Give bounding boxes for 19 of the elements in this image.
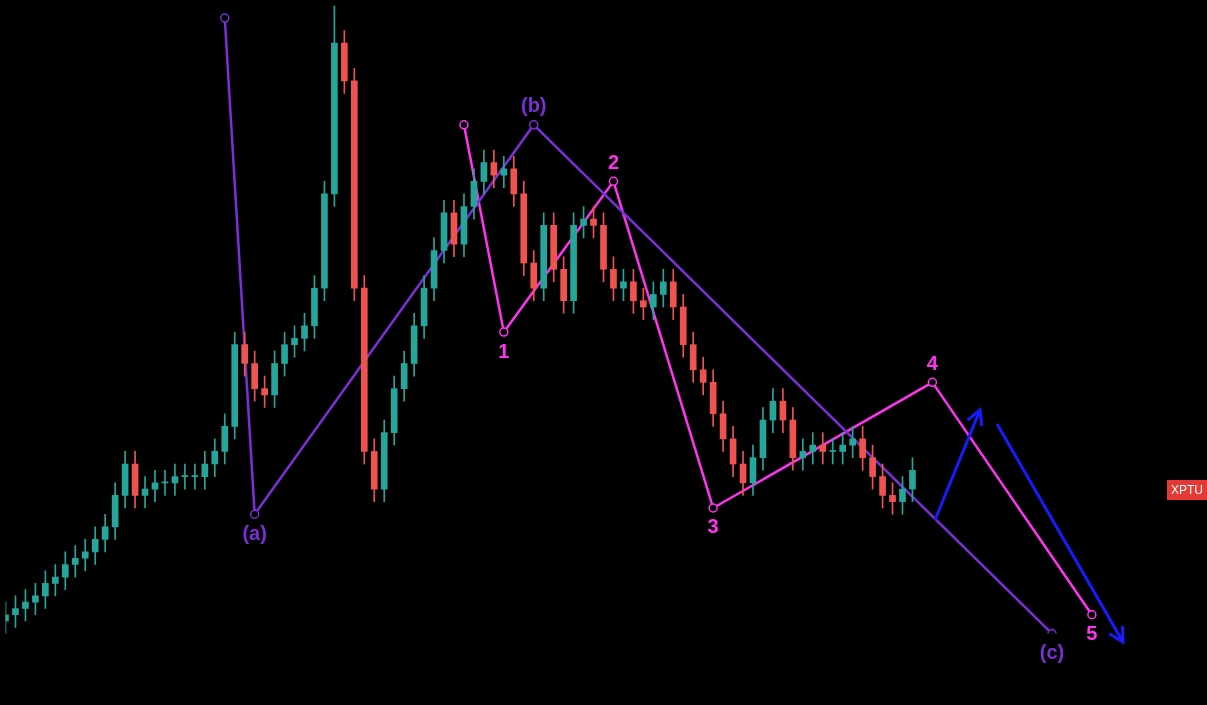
annotation: XPTU bbox=[1166, 480, 1207, 500]
point bbox=[1087, 610, 1097, 620]
point bbox=[927, 377, 938, 388]
candlestick bbox=[829, 438, 837, 465]
point bbox=[528, 120, 539, 130]
annotation: (a) bbox=[242, 521, 267, 544]
point bbox=[220, 13, 230, 23]
annotation: 5 bbox=[1086, 622, 1098, 645]
annotation: 2 bbox=[607, 150, 620, 173]
point bbox=[708, 503, 718, 513]
point bbox=[499, 327, 509, 337]
annotation: (b) bbox=[520, 94, 547, 117]
point bbox=[459, 120, 469, 130]
annotation: 3 bbox=[707, 515, 719, 538]
point bbox=[608, 176, 619, 187]
annotation: (c) bbox=[1039, 641, 1065, 664]
annotation: 1 bbox=[498, 339, 510, 362]
annotation: 4 bbox=[926, 351, 939, 374]
point bbox=[249, 509, 260, 520]
